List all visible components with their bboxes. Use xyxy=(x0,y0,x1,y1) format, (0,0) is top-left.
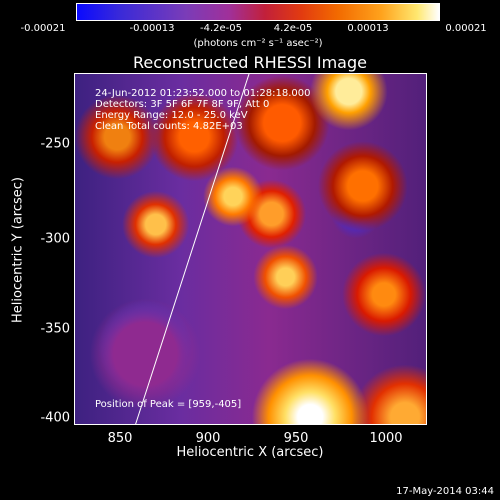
colorbar-tick: -0.00021 xyxy=(20,23,66,34)
heatmap-image xyxy=(75,74,426,424)
y-tick: -350 xyxy=(40,321,70,337)
footer-date: 17-May-2014 03:44 xyxy=(396,486,494,497)
colorbar-tick: -0.00013 xyxy=(129,23,175,34)
x-axis-ticks: 850 900 950 1000 xyxy=(0,431,500,447)
colorbar-unit: (photons cm⁻² s⁻¹ asec⁻²) xyxy=(193,38,323,49)
y-axis-ticks: -250 -300 -350 -400 xyxy=(0,0,70,500)
y-axis-label: Heliocentric Y (arcsec) xyxy=(10,177,26,323)
y-tick: -300 xyxy=(40,231,70,247)
image-plot: 24-Jun-2012 01:23:52.000 to 01:28:18.000… xyxy=(74,73,427,425)
x-tick: 1000 xyxy=(369,431,403,446)
colorbar-ticks: -0.00021 -0.00013 -4.2e-05 4.2e-05 0.000… xyxy=(0,23,500,39)
y-tick: -250 xyxy=(40,136,70,152)
x-axis-label: Heliocentric X (arcsec) xyxy=(176,445,324,460)
colorbar xyxy=(76,3,440,21)
colorbar-tick: -4.2e-05 xyxy=(200,23,242,34)
overlay-detectors: Detectors: 3F 5F 6F 7F 8F 9F, Att 0 xyxy=(95,99,270,110)
colorbar-tick: 0.00021 xyxy=(445,23,487,34)
overlay-clean-counts: Clean Total counts: 4.82E+03 xyxy=(95,121,243,132)
peak-position: Position of Peak = [959,-405] xyxy=(95,399,242,410)
x-tick: 850 xyxy=(107,431,133,446)
x-tick: 950 xyxy=(283,431,309,446)
x-tick: 900 xyxy=(195,431,221,446)
overlay-time: 24-Jun-2012 01:23:52.000 to 01:28:18.000 xyxy=(95,88,311,99)
overlay-energy: Energy Range: 12.0 - 25.0 keV xyxy=(95,110,248,121)
plot-title: Reconstructed RHESSI Image xyxy=(133,53,367,72)
y-tick: -400 xyxy=(40,410,70,426)
colorbar-tick: 0.00013 xyxy=(347,23,389,34)
solar-limb-line xyxy=(135,74,250,424)
colorbar-tick: 4.2e-05 xyxy=(273,23,313,34)
